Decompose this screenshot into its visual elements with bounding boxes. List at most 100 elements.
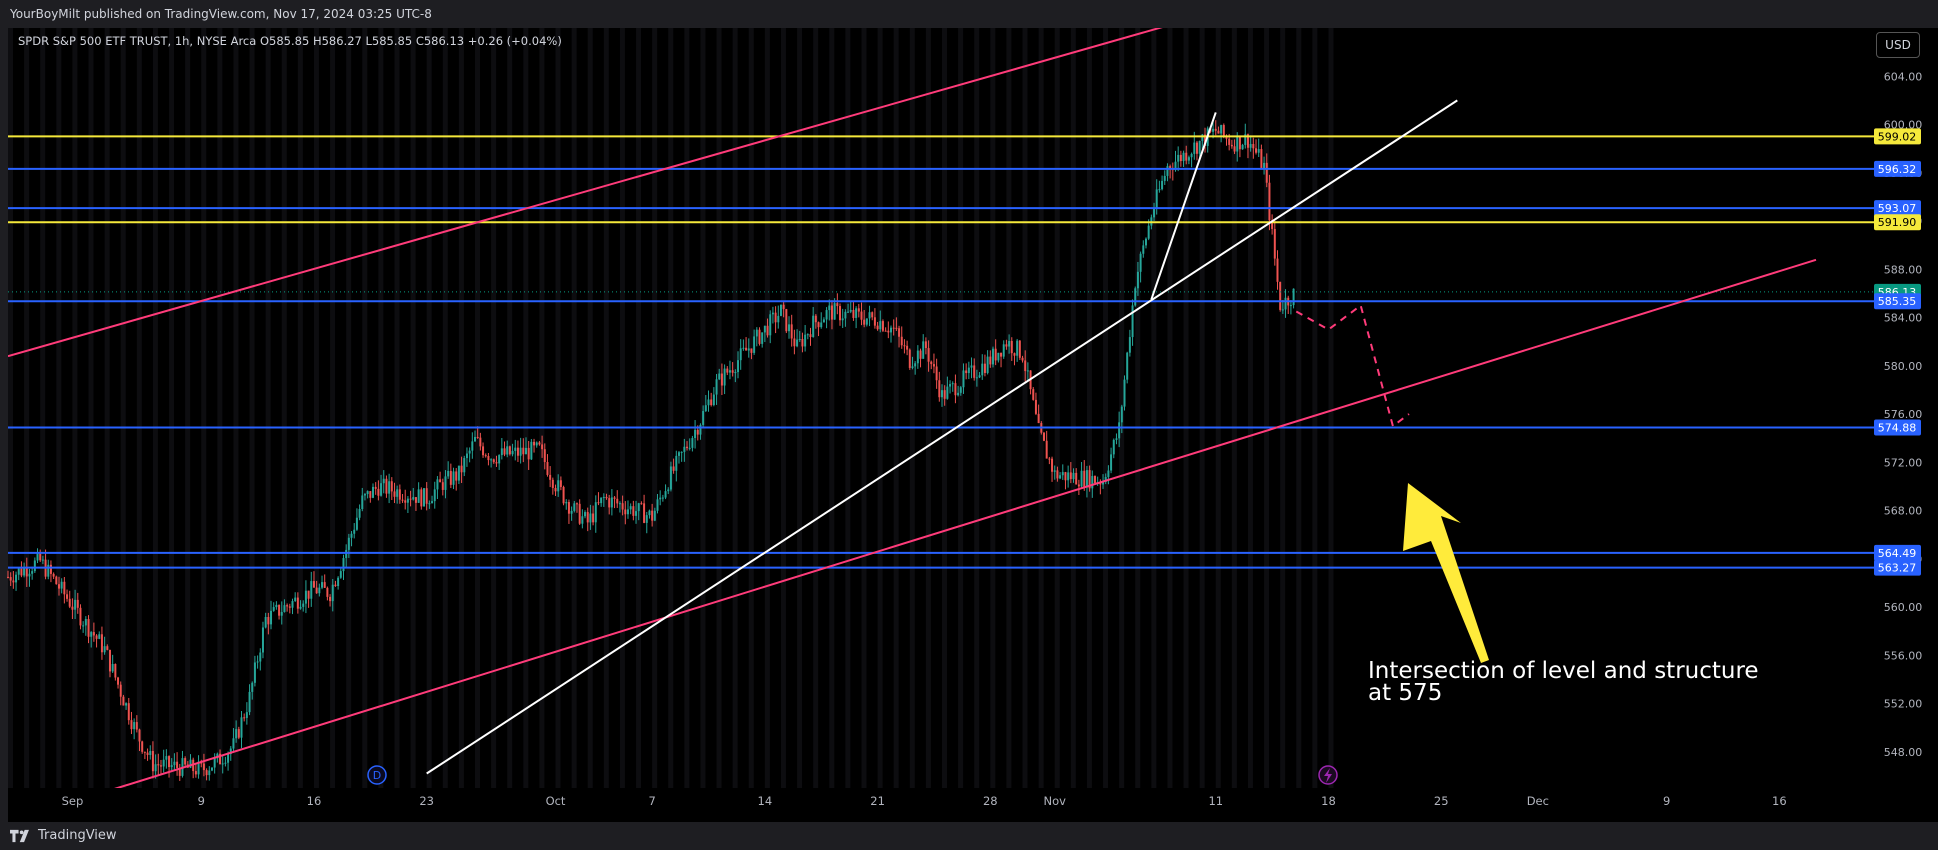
candle-body [465,453,468,459]
candle-body [377,488,380,496]
candle-body [1193,142,1196,154]
session-band [877,28,883,788]
session-band [974,28,980,788]
candle-body [812,315,815,338]
candle-body [1083,470,1086,488]
candle-body [514,447,517,451]
candle-body [47,564,50,577]
candle-body [404,500,407,503]
session-band [507,28,513,788]
candle-body [286,605,289,607]
session-shading [8,28,1334,788]
candle-body [490,459,493,461]
candle-body [63,581,66,595]
tradingview-logo[interactable]: TradingView [10,828,117,843]
candle-body [694,429,697,439]
candle-body [1163,175,1166,181]
candle-body [119,684,122,697]
session-band [1199,28,1205,788]
price-chart[interactable]: D548.00552.00556.00560.00564.00568.00572… [0,28,1938,822]
change-value: +0.26 (+0.04%) [467,34,562,48]
candle-body [546,462,549,475]
session-band [1006,28,1012,788]
candle-body [672,466,675,471]
candle-body [624,509,627,515]
candle-body [777,315,780,323]
candle-body [133,722,136,730]
candle-body [1093,476,1096,484]
candle-body [825,310,828,320]
candle-body [251,682,254,692]
candle-body [750,348,753,353]
candle-body [1182,152,1185,162]
candle-body [1187,157,1190,161]
currency-button[interactable]: USD [1876,32,1920,58]
trendlines [8,28,1817,788]
price-tick-label: 600.00 [1884,119,1923,132]
candle-body [790,324,793,339]
candle-body [237,729,240,738]
candle-body [524,447,527,455]
candle-body [828,305,831,311]
candle-body [927,348,930,362]
candle-body [87,619,90,637]
candle-body [345,549,348,559]
session-band [1086,28,1092,788]
candle-body [84,619,87,626]
candle-body [1110,454,1113,471]
candle-body [36,553,39,561]
candle-body [930,361,933,365]
candle-body [361,495,364,510]
candle-body [747,348,750,351]
candle-body [857,308,860,312]
candle-body [597,502,600,504]
candle-body [138,729,141,742]
candle-body [973,365,976,378]
candle-body [688,447,691,449]
candle-body [1271,220,1274,229]
candle-body [385,478,388,494]
candle-body [565,502,568,504]
candle-body [1249,143,1252,148]
candle-body [1190,153,1193,158]
session-band [281,28,287,788]
trendline-white-trend [426,99,1458,775]
candle-body [232,738,235,749]
price-tick-label: 548.00 [1884,746,1923,759]
session-band [378,28,384,788]
annotation-line-1: Intersection of level and structure [1368,658,1759,684]
price-tick-label: 560.00 [1884,601,1923,614]
candle-body [1037,413,1040,424]
candle-body [146,752,149,755]
candle-body [130,720,133,730]
candle-body [1032,389,1035,400]
candle-body [245,712,248,718]
candle-body [326,587,329,597]
candle-body [951,383,954,385]
close-label: C [415,34,424,48]
price-badge [1874,559,1921,576]
candle-body [420,489,423,507]
candle-body [1169,166,1172,169]
candle-body [881,321,884,331]
candle-body [205,770,208,776]
candle-body [127,703,130,721]
price-badge-label: 591.90 [1878,216,1917,229]
time-tick-label: Oct [546,794,566,808]
candle-body [686,446,689,449]
candle-body [675,455,678,471]
candle-body [841,318,844,321]
candle-body [353,529,356,534]
candle-body [417,489,420,503]
candle-body [243,717,246,719]
candle-body [511,450,514,455]
candle-body [1059,475,1062,479]
candle-body [482,446,485,456]
candle-body [664,491,667,498]
candle-body [1136,271,1139,289]
candle-body [17,568,20,575]
candle-body [629,506,632,510]
candle-body [1185,152,1188,161]
time-tick-label: Dec [1527,794,1549,808]
session-band [233,28,239,788]
